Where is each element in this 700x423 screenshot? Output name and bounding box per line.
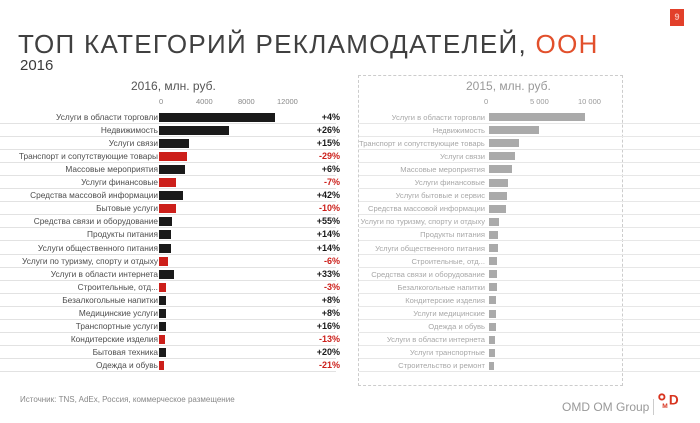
svg-text:D: D [669, 393, 679, 407]
svg-text:M: M [662, 403, 668, 409]
